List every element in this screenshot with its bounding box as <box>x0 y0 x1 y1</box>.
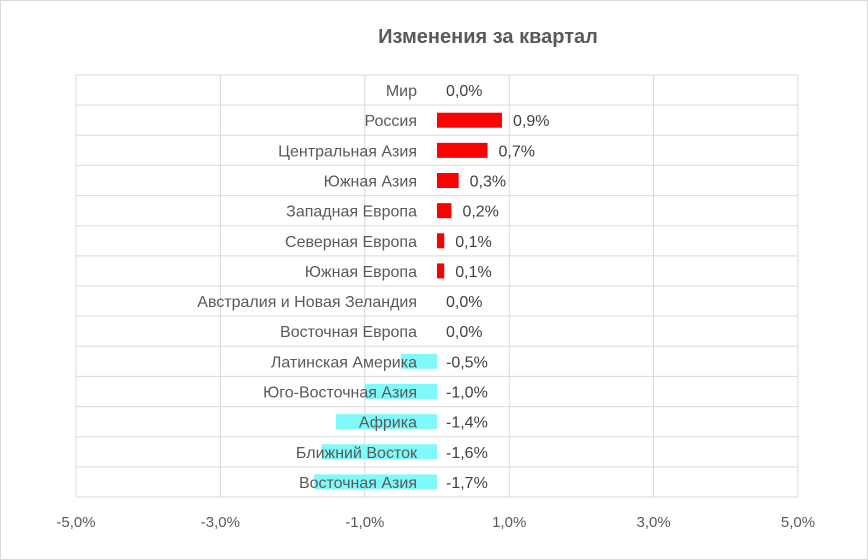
data-label: 0,0% <box>446 294 482 311</box>
x-tick-label: -5,0% <box>56 514 95 531</box>
data-label: 0,3% <box>470 174 506 191</box>
category-label: Австралия и Новая Зеландия <box>197 294 417 311</box>
bar-5 <box>437 203 452 219</box>
category-label: Россия <box>365 113 417 130</box>
bar-12 <box>335 414 437 430</box>
category-label: Южная Европа <box>305 264 417 281</box>
x-tick-label: -1,0% <box>345 514 384 531</box>
data-label: -1,0% <box>446 385 488 402</box>
bar-10 <box>400 353 437 369</box>
bar-11 <box>364 384 437 399</box>
data-label: 0,0% <box>446 324 482 341</box>
category-label: Африка <box>359 415 417 432</box>
category-label: Мир <box>386 83 417 100</box>
category-label: Центральная Азия <box>278 143 417 160</box>
bar-3 <box>437 142 488 158</box>
category-label: Ближний Восток <box>296 445 418 462</box>
data-label: 0,1% <box>455 234 491 251</box>
category-label: Восточная Европа <box>280 324 417 341</box>
category-label: Восточная Азия <box>299 475 417 492</box>
category-label: Западная Европа <box>286 204 417 221</box>
data-label: 0,9% <box>513 113 549 130</box>
bar-14 <box>314 474 437 490</box>
bar-6 <box>437 233 445 249</box>
data-label: -1,4% <box>446 415 488 432</box>
x-tick-label: 1,0% <box>492 514 526 531</box>
category-label: Северная Европа <box>285 234 417 251</box>
category-label: Южная Азия <box>324 174 417 191</box>
x-tick-label: -3,0% <box>201 514 240 531</box>
bar-7 <box>437 263 445 279</box>
data-label: 0,0% <box>446 83 482 100</box>
data-label: -0,5% <box>446 354 488 371</box>
bar-13 <box>321 444 437 460</box>
chart-title: Изменения за квартал <box>378 26 598 48</box>
data-label: -1,6% <box>446 445 488 462</box>
data-label: -1,7% <box>446 475 488 492</box>
data-label: 0,2% <box>462 204 498 221</box>
category-label: Юго-Восточная Азия <box>263 385 417 402</box>
category-label: Латинская Америка <box>271 354 417 371</box>
bar-2 <box>437 112 502 128</box>
x-tick-label: 3,0% <box>636 514 670 531</box>
data-label: 0,1% <box>455 264 491 281</box>
data-label: 0,7% <box>499 143 535 160</box>
bar-4 <box>437 173 459 188</box>
x-tick-label: 5,0% <box>781 514 815 531</box>
